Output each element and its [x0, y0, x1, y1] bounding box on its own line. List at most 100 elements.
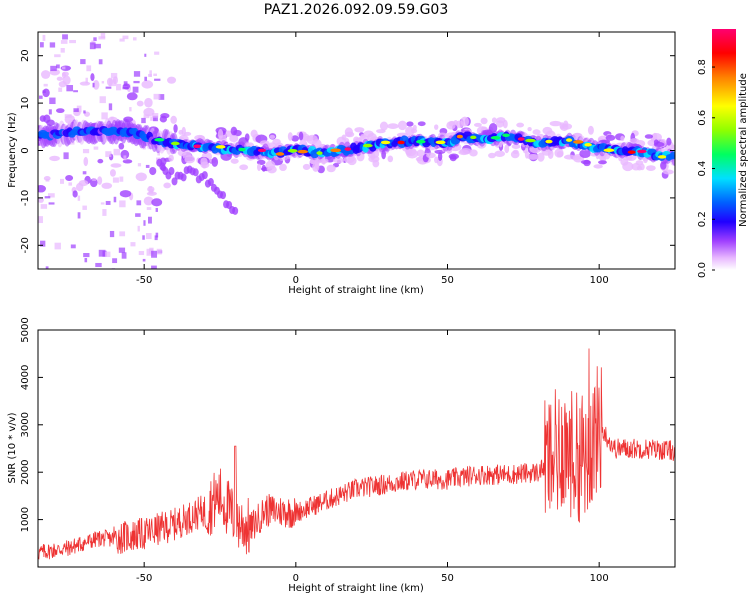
snr-x-tick-label: 0 [293, 573, 299, 584]
spectrogram-y-ticks: 20 10 0 -10 -20 [20, 49, 675, 253]
spectrogram-halo-cell [593, 164, 603, 169]
spectrogram-halo-cell [495, 120, 505, 128]
spectrogram-halo-cell [580, 160, 591, 165]
spectrogram-halo-cell [56, 108, 65, 114]
spectrogram-blobs [38, 32, 675, 269]
spectrogram-halo-cell [143, 107, 155, 117]
spectrogram-noise-cell [98, 249, 106, 257]
snr-x-ticks: -50 0 50 100 [136, 330, 609, 584]
spectrogram-halo-cell [184, 155, 196, 164]
spectrogram-noise-cell [144, 76, 147, 81]
spectrogram-halo-cell [381, 150, 386, 160]
spectrogram-halo-cell [302, 135, 314, 142]
spectrogram-halo-cell [516, 122, 525, 128]
spectrogram-halo-cell [537, 152, 545, 162]
spectrogram-halo-cell [326, 164, 336, 173]
spectrogram-ridge-peak-cell [170, 141, 180, 146]
spectrogram-halo-cell [291, 135, 300, 142]
spectrogram-noise-cell [137, 163, 142, 167]
spectrogram-noise-cell [83, 110, 86, 114]
spectrogram-halo-cell [38, 185, 46, 193]
spectrogram-branch-cell [192, 168, 199, 177]
spectrogram-noise-cell [45, 179, 50, 182]
spectrogram-halo-cell [97, 158, 104, 164]
spectrogram-noise-cell [149, 247, 154, 254]
spectrogram-halo-cell [167, 76, 177, 84]
spectrogram-x-label: Height of straight line (km) [288, 285, 424, 296]
colorbar-tick-label: 0.8 [697, 59, 708, 75]
spectrogram-branch-cell [180, 173, 187, 182]
spectrogram-y-tick-label: 0 [20, 147, 31, 153]
spectrogram-noise-cell [151, 250, 158, 258]
colorbar-label: Normalized spectral amplitude [738, 73, 749, 227]
spectrogram-noise-cell [84, 258, 88, 263]
spectrogram-ridge-peak-cell [584, 142, 592, 147]
spectrogram-ridge-peak-cell [603, 148, 615, 153]
spectrogram-halo-cell [379, 121, 389, 131]
spectrogram-noise-cell [133, 71, 141, 77]
spectrogram-halo-cell [416, 149, 425, 157]
spectrogram-noise-cell [154, 235, 158, 241]
spectrogram-halo-cell [83, 156, 89, 167]
spectrogram-noise-cell [69, 39, 76, 44]
spectrogram-noise-cell [113, 148, 121, 156]
spectrogram-noise-cell [122, 86, 129, 90]
spectrogram-halo-cell [109, 169, 116, 177]
spectrogram-x-tick-label: -50 [136, 275, 152, 286]
spectrogram-noise-cell [80, 59, 86, 65]
spectrogram-halo-cell [318, 158, 329, 164]
spectrogram-halo-cell [480, 117, 488, 125]
spectrogram-noise-cell [85, 77, 88, 84]
snr-frame [37, 329, 676, 568]
spectrogram-halo-cell [547, 149, 554, 159]
spectrogram-noise-cell [151, 113, 159, 118]
spectrogram-noise-cell [66, 85, 74, 92]
spectrogram-halo-cell [387, 155, 394, 163]
spectrogram-x-tick-label: 50 [441, 275, 454, 286]
spectrogram-noise-cell [61, 66, 66, 70]
spectrogram-noise-cell [95, 262, 102, 268]
spectrogram-halo-cell [90, 73, 95, 82]
spectrogram-noise-cell [110, 72, 118, 79]
spectrogram-noise-cell [93, 146, 99, 150]
spectrogram-halo-cell [298, 131, 304, 141]
spectrogram-branch-cell [168, 167, 175, 176]
colorbar: 0.0 0.2 0.4 0.6 0.8 Normalized spectral ampl… [697, 29, 749, 278]
spectrogram-noise-cell [58, 87, 63, 92]
spectrogram-noise-cell [154, 78, 161, 81]
spectrogram-halo-cell [79, 81, 91, 86]
spectrogram-noise-cell [130, 242, 136, 247]
spectrogram-ridge-peak-cell [470, 135, 477, 140]
spectrogram-halo-cell [120, 149, 130, 160]
spectrogram-x-tick-label: 0 [293, 275, 299, 286]
spectrogram-noise-cell [77, 195, 81, 201]
spectrogram-noise-cell [47, 193, 55, 198]
spectrogram-noise-cell [89, 42, 96, 50]
spectrogram-noise-cell [69, 141, 75, 145]
spectrogram-halo-cell [78, 179, 89, 187]
spectrogram-halo-cell [653, 142, 665, 147]
spectrogram-noise-cell [82, 205, 87, 210]
spectrogram-noise-cell [68, 182, 73, 186]
colorbar-ticks: 0.0 0.2 0.4 0.6 0.8 [697, 59, 715, 278]
spectrogram-noise-cell [155, 207, 158, 212]
spectrogram-noise-cell [48, 109, 52, 115]
spectrogram-noise-cell [136, 200, 142, 206]
spectrogram-noise-cell [129, 107, 132, 112]
spectrogram-ridge-peak-cell [362, 143, 373, 148]
spectrogram-halo-cell [511, 143, 521, 150]
spectrogram-halo-cell [446, 121, 456, 130]
spectrogram-noise-cell [93, 37, 97, 42]
spectrogram-noise-cell [141, 117, 146, 124]
spectrogram-noise-cell [49, 97, 56, 105]
spectrogram-noise-cell [92, 178, 96, 181]
spectrogram-halo-cell [502, 119, 508, 129]
spectrogram-noise-cell [76, 105, 82, 113]
spectrogram-halo-cell [272, 138, 281, 145]
spectrogram-noise-cell [82, 171, 87, 175]
spectrogram-halo-cell [149, 166, 157, 176]
spectrogram-noise-cell [40, 204, 48, 209]
spectrogram-noise-cell [86, 65, 92, 72]
spectrogram-branch-cell [232, 206, 239, 215]
spectrogram-noise-cell [104, 251, 111, 258]
